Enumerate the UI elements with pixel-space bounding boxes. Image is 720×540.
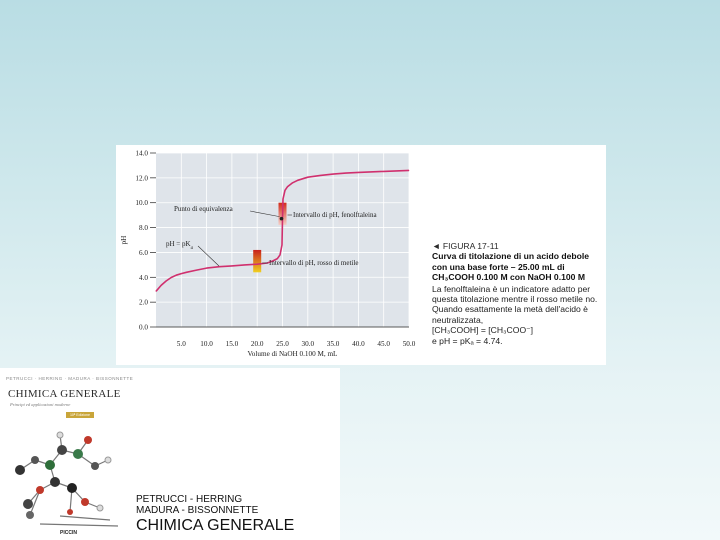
curve-point bbox=[279, 254, 281, 256]
x-tick-label: 25.0 bbox=[276, 340, 289, 348]
curve-point bbox=[155, 290, 157, 292]
y-tick-label: 10.0 bbox=[135, 199, 148, 207]
curve-point bbox=[345, 172, 347, 174]
curve-point bbox=[332, 173, 334, 175]
curve-point bbox=[244, 264, 245, 266]
credit-authors-1: PETRUCCI - HERRING bbox=[136, 494, 243, 505]
caption-body: La fenolftaleina è un indicatore adatto … bbox=[432, 284, 604, 346]
annotation-pka: pH = pKa bbox=[166, 240, 194, 251]
annotation-pka-subscript: a bbox=[191, 246, 194, 251]
figure-panel: 0.0 2.0 4.0 6.0 8.0 10.0 12.0 14.0 5.0 10.0 15.0 20… bbox=[116, 145, 606, 365]
curve-point bbox=[170, 277, 172, 278]
curve-point bbox=[408, 170, 410, 171]
curve-point bbox=[180, 273, 182, 274]
x-tick-label: 50.0 bbox=[403, 340, 416, 348]
curve-point bbox=[284, 189, 286, 191]
curve-point bbox=[277, 258, 278, 260]
curve-point bbox=[218, 266, 220, 268]
titration-chart: 0.0 2.0 4.0 6.0 8.0 10.0 12.0 14.0 5.0 10.0 15.0 20… bbox=[120, 150, 416, 359]
x-tick-label: 5.0 bbox=[177, 340, 186, 348]
caption-formula-1: [CH₃COOH] = [CH₃COO⁻] bbox=[432, 325, 534, 336]
caption-title-block: ◄ FIGURA 17-11 Curva di titolazione di u… bbox=[432, 241, 604, 283]
credit-title: CHIMICA GENERALE bbox=[136, 517, 295, 534]
cover-subtitle: Principi ed applicazioni moderne bbox=[10, 402, 71, 407]
curve-point bbox=[271, 260, 273, 262]
annotation-leader bbox=[249, 210, 280, 217]
curve-point bbox=[206, 267, 207, 269]
x-tick-label: 10.0 bbox=[200, 340, 213, 348]
curve-point bbox=[287, 186, 288, 187]
y-tick-label: 12.0 bbox=[135, 174, 148, 182]
cover-title: CHIMICA GENERALE bbox=[8, 388, 121, 400]
x-tick-label: 45.0 bbox=[377, 340, 390, 348]
molecule-illustration bbox=[15, 431, 119, 527]
curve-point bbox=[231, 265, 233, 267]
caption-figure-label: ◄ FIGURA 17-11 bbox=[432, 241, 499, 251]
y-tick-label: 14.0 bbox=[135, 150, 148, 158]
caption-body-text: La fenolftaleina è un indicatore adatto … bbox=[432, 283, 598, 325]
credit-authors-2: MADURA - BISSONNETTE bbox=[136, 505, 259, 516]
book-cover: PETRUCCI · HERRING · MADURA · BISSONNETT… bbox=[0, 368, 340, 540]
curve-point bbox=[292, 182, 294, 184]
figure-caption: ◄ FIGURA 17-11 Curva di titolazione di u… bbox=[432, 241, 604, 346]
x-tick-label: 20.0 bbox=[251, 340, 264, 348]
y-axis-label: pH bbox=[120, 236, 128, 245]
annotation-leader bbox=[197, 245, 220, 267]
cover-edition-badge: 10ª Edizione bbox=[66, 412, 94, 418]
curve-point bbox=[196, 269, 197, 271]
curve-point bbox=[307, 176, 309, 178]
cover-authors: PETRUCCI · HERRING · MADURA · BISSONNETT… bbox=[6, 376, 134, 381]
equivalence-point-marker bbox=[279, 216, 284, 221]
curve-point bbox=[175, 274, 177, 276]
curve-point bbox=[185, 271, 187, 273]
annotation-equivalence: Punto di equivalenza bbox=[174, 205, 234, 213]
x-tick-label: 15.0 bbox=[226, 340, 239, 348]
x-axis-label: Volume di NaOH 0.100 M, mL bbox=[248, 350, 338, 358]
curve-point bbox=[281, 244, 283, 246]
y-tick-label: 4.0 bbox=[139, 274, 148, 282]
caption-title: Curva di titolazione di un acido debole … bbox=[432, 251, 590, 283]
curve-point bbox=[383, 170, 385, 172]
curve-point bbox=[160, 284, 162, 286]
curve-point bbox=[358, 171, 359, 173]
indicator-range-band bbox=[253, 249, 262, 273]
curve-point bbox=[282, 198, 284, 200]
x-tick-label: 35.0 bbox=[327, 340, 340, 348]
y-tick-label: 2.0 bbox=[139, 299, 148, 307]
curve-point bbox=[165, 280, 167, 282]
curve-point bbox=[297, 179, 299, 181]
annotation-methyl-red: Intervallo di pH, rosso di metile bbox=[269, 259, 358, 267]
annotation-phenolphthalein: Intervallo di pH, fenolftaleina bbox=[293, 211, 377, 219]
y-tick-label: 8.0 bbox=[139, 224, 148, 232]
cover-publisher: PICCIN bbox=[60, 530, 77, 536]
x-tick-label: 40.0 bbox=[352, 340, 365, 348]
y-tick-label: 0.0 bbox=[139, 324, 148, 332]
curve-point bbox=[320, 174, 321, 176]
x-tick-label: 30.0 bbox=[302, 340, 315, 348]
caption-formula-2: e pH = pKₐ = 4.74. bbox=[432, 335, 503, 346]
curve-point bbox=[256, 263, 258, 265]
book-credit: PETRUCCI - HERRING MADURA - BISSONNETTE … bbox=[136, 494, 294, 535]
y-tick-label: 6.0 bbox=[139, 249, 148, 257]
